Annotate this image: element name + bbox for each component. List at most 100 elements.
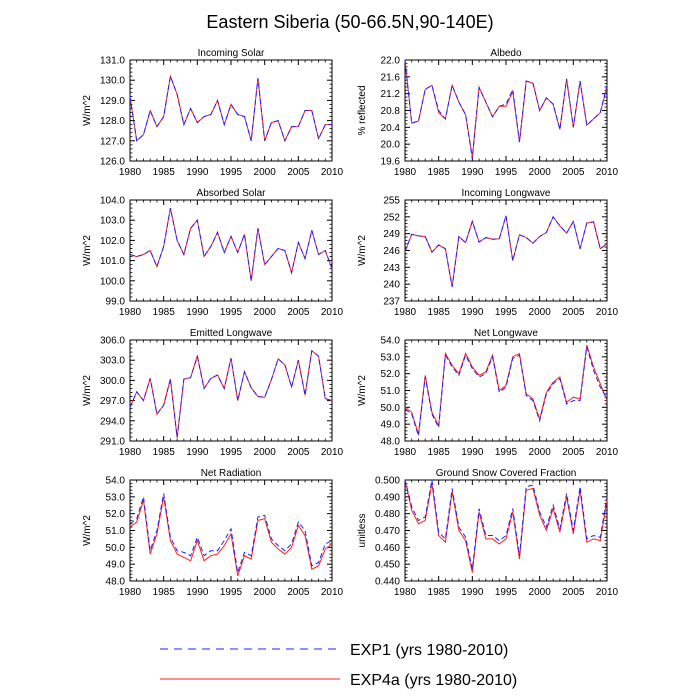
panel-net-longwave: Net Longwave W/m^2 48.0 49.0 50.0 51.0 52.0 53.…	[357, 328, 619, 458]
y-tick-label: 104.0	[100, 196, 125, 207]
x-tick-label: 1990	[186, 307, 209, 318]
x-tick-label: 1985	[428, 587, 451, 598]
y-tick-label: 129.0	[100, 96, 125, 107]
x-tick-label: 1990	[186, 587, 209, 598]
y-tick-label: 103.0	[100, 216, 125, 227]
x-tick-label: 2010	[321, 167, 344, 178]
x-tick-label: 1980	[394, 587, 417, 598]
y-tick-label: 128.0	[100, 116, 125, 127]
y-tick-label: 126.0	[100, 157, 125, 168]
series-line-exp4a	[129, 207, 333, 281]
x-tick-label: 2000	[254, 167, 277, 178]
x-tick-label: 1980	[394, 167, 417, 178]
y-tick-label: 252	[383, 212, 400, 223]
y-tick-label: 53.0	[106, 492, 126, 503]
y-axis-label: W/m^2	[82, 515, 93, 546]
plot-frame	[404, 479, 608, 582]
x-tick-label: 1985	[153, 167, 176, 178]
y-tick-label: 100.0	[100, 276, 125, 287]
y-tick-label: 52.0	[106, 509, 126, 520]
x-tick-label: 1995	[220, 167, 243, 178]
x-tick-label: 1980	[119, 167, 142, 178]
panel-title: Albedo	[490, 48, 522, 59]
y-axis-label: unitless	[357, 514, 368, 548]
x-tick-label: 1995	[220, 447, 243, 458]
y-tick-label: 20.0	[381, 140, 401, 151]
y-tick-label: 54.0	[106, 476, 126, 487]
plot-frame	[129, 339, 333, 442]
series-line-exp4a	[404, 479, 608, 573]
x-tick-label: 1980	[119, 307, 142, 318]
y-axis-label: W/m^2	[357, 375, 368, 406]
y-tick-label: 20.8	[381, 106, 401, 117]
series-line-exp1	[404, 215, 608, 288]
y-tick-label: 102.0	[100, 236, 125, 247]
plot-frame	[404, 339, 608, 442]
plot-frame	[404, 59, 608, 162]
y-tick-label: 20.4	[381, 123, 401, 134]
y-tick-label: 300.0	[100, 376, 125, 387]
x-tick-label: 2010	[321, 307, 344, 318]
x-tick-label: 2005	[562, 447, 585, 458]
panel-title: Incoming Solar	[198, 48, 265, 59]
y-tick-label: 291.0	[100, 437, 125, 448]
x-tick-label: 2005	[287, 167, 310, 178]
series-line-exp1	[404, 479, 608, 570]
panel-absorbed-solar: Absorbed Solar W/m^2 99.0 100.0 101.0 102.0 10…	[82, 188, 344, 318]
x-tick-label: 1995	[220, 307, 243, 318]
x-tick-label: 1980	[119, 587, 142, 598]
y-axis-label: W/m^2	[357, 235, 368, 266]
y-tick-label: 52.0	[381, 369, 401, 380]
panel-incoming-solar: Incoming Solar W/m^2 126.0 127.0 128.0 129.0 1…	[82, 48, 344, 178]
series-line-exp1	[404, 59, 608, 159]
x-tick-label: 1985	[428, 447, 451, 458]
y-tick-label: 99.0	[106, 297, 126, 308]
panel-ground-snow-covered-fraction: Ground Snow Covered Fraction unitless 0.44…	[357, 468, 619, 598]
x-tick-label: 1990	[461, 307, 484, 318]
x-tick-label: 2005	[562, 167, 585, 178]
x-tick-label: 1995	[495, 587, 518, 598]
y-tick-label: 101.0	[100, 256, 125, 267]
y-tick-label: 131.0	[100, 56, 125, 67]
y-tick-label: 49.0	[381, 420, 401, 431]
panel-net-radiation: Net Radiation W/m^2 48.0 49.0 50.0 51.0 52.0 53…	[82, 468, 344, 598]
series-line-exp1	[404, 346, 608, 437]
x-tick-label: 1980	[394, 307, 417, 318]
y-tick-label: 49.0	[106, 560, 126, 571]
x-tick-label: 2005	[562, 587, 585, 598]
y-tick-label: 48.0	[106, 577, 126, 588]
panel-title: Net Radiation	[201, 468, 262, 479]
series-line-exp4a	[129, 349, 333, 438]
y-tick-label: 237	[383, 297, 400, 308]
y-tick-label: 243	[383, 263, 400, 274]
y-tick-label: 48.0	[381, 437, 401, 448]
series-line-exp4a	[129, 496, 333, 577]
y-tick-label: 21.2	[381, 89, 401, 100]
series-line-exp1	[129, 74, 332, 143]
x-tick-label: 1995	[220, 587, 243, 598]
y-tick-label: 240	[383, 280, 400, 291]
legend-label-exp4a: EXP4a (yrs 1980-2010)	[350, 672, 517, 689]
series-line-exp4a	[404, 344, 608, 435]
x-tick-label: 1985	[153, 587, 176, 598]
y-tick-label: 0.490	[375, 492, 400, 503]
y-tick-label: 255	[383, 196, 400, 207]
x-tick-label: 1990	[186, 167, 209, 178]
panel-title: Emitted Longwave	[190, 328, 273, 339]
x-tick-label: 2005	[287, 587, 310, 598]
y-tick-label: 50.0	[106, 543, 126, 554]
x-tick-label: 2010	[596, 307, 619, 318]
panel-title: Net Longwave	[474, 328, 538, 339]
x-tick-label: 1985	[153, 307, 176, 318]
series-line-exp4a	[129, 74, 332, 143]
x-tick-label: 2000	[254, 587, 277, 598]
series-line-exp4a	[404, 215, 608, 288]
y-tick-label: 22.0	[381, 56, 401, 67]
y-tick-label: 297.0	[100, 396, 125, 407]
y-tick-label: 51.0	[106, 526, 126, 537]
plot-frame	[404, 199, 608, 302]
y-tick-label: 306.0	[100, 336, 125, 347]
y-tick-label: 53.0	[381, 352, 401, 363]
y-tick-label: 0.460	[375, 543, 400, 554]
legend: EXP1 (yrs 1980-2010) EXP4a (yrs 1980-201…	[160, 642, 517, 689]
